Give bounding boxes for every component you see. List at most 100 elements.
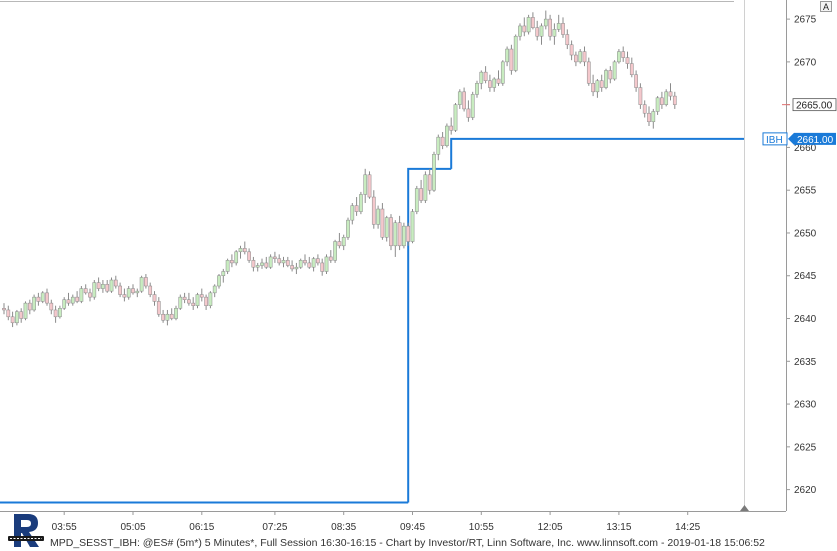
- candle: [66, 292, 71, 306]
- candle-body: [311, 258, 316, 268]
- candle: [307, 256, 312, 269]
- candle-body: [664, 91, 669, 105]
- candle-body: [303, 260, 307, 264]
- ibh-label-box: [762, 132, 788, 146]
- candle: [268, 254, 273, 269]
- candle-body: [212, 285, 217, 294]
- candle: [500, 60, 505, 86]
- candle: [440, 132, 445, 150]
- candle-body: [45, 292, 49, 304]
- candle: [483, 66, 488, 84]
- candle-body: [75, 296, 79, 302]
- x-tick-label: 03:55: [52, 522, 77, 533]
- candle: [255, 262, 260, 272]
- candle-body: [32, 296, 36, 311]
- candle: [488, 74, 492, 92]
- candle: [251, 256, 256, 272]
- y-tick-label: 2650: [794, 228, 817, 239]
- x-tick-label: 10:55: [469, 522, 494, 533]
- candle-body: [668, 91, 673, 97]
- candle: [591, 74, 595, 97]
- candle-body: [565, 34, 570, 46]
- candle-body: [2, 308, 6, 311]
- candle-body: [328, 256, 333, 261]
- candle-body: [380, 208, 385, 238]
- candle-body: [101, 284, 105, 289]
- y-axis[interactable]: 2620262526302635264026452650265526602665…: [786, 0, 817, 511]
- candle: [204, 294, 208, 310]
- candle-body: [552, 29, 557, 37]
- candle: [423, 171, 428, 204]
- candle: [178, 294, 183, 310]
- candle: [10, 311, 15, 328]
- y-tick-label: 2675: [794, 15, 817, 26]
- candle-body: [612, 61, 617, 80]
- candle: [539, 23, 544, 45]
- candle: [234, 250, 239, 266]
- candle: [113, 275, 118, 289]
- candle: [410, 209, 415, 244]
- candle: [187, 292, 191, 306]
- candle: [281, 256, 286, 268]
- candle: [27, 299, 32, 315]
- candle-body: [268, 256, 273, 268]
- candle-body: [182, 296, 187, 300]
- y-tick-label: 2640: [794, 314, 817, 325]
- auto-scale-button[interactable]: A: [820, 1, 832, 12]
- candle: [350, 203, 355, 225]
- ibh-price-tag-box: [788, 132, 836, 145]
- candle-body: [449, 125, 454, 131]
- candle-body: [479, 71, 484, 84]
- candle: [513, 34, 518, 73]
- candle: [595, 78, 600, 98]
- candle-body: [165, 313, 170, 321]
- candle: [496, 70, 501, 86]
- price-tags: 2665.00 IBH 2661.00: [762, 98, 837, 146]
- candle-body: [629, 63, 634, 75]
- chart-footer-caption: MPD_SESST_IBH: @ES# (5m*) 5 Minutes*, Fu…: [50, 537, 765, 549]
- candle-body: [595, 80, 600, 93]
- candle: [96, 277, 101, 292]
- candle-body: [621, 51, 626, 58]
- y-tick-label: 2635: [794, 357, 817, 368]
- candle-body: [191, 302, 196, 306]
- candle-body: [574, 54, 578, 63]
- y-tick-label: 2620: [794, 485, 817, 496]
- candle-body: [92, 282, 97, 298]
- candle-body: [591, 83, 595, 93]
- candle-body: [359, 194, 363, 212]
- candle: [118, 282, 122, 298]
- candle-body: [298, 260, 303, 268]
- candle-body: [389, 217, 393, 247]
- candle: [397, 215, 402, 251]
- candle-body: [445, 125, 449, 146]
- candle-body: [15, 311, 19, 324]
- x-tick-label: 14:25: [675, 522, 700, 533]
- candle: [135, 288, 140, 298]
- candle: [457, 89, 462, 109]
- candle-body: [58, 308, 62, 318]
- candle-body: [148, 285, 153, 295]
- candle-body: [492, 78, 497, 88]
- candle-body: [457, 91, 462, 105]
- candle: [88, 288, 92, 302]
- candle: [45, 288, 49, 306]
- candle: [531, 12, 535, 30]
- candle: [126, 286, 131, 300]
- candle-body: [66, 299, 71, 304]
- candle: [109, 277, 114, 293]
- candle-body: [294, 266, 299, 270]
- x-axis[interactable]: 03:55 05:05 06:15 07:25 08:35 09:45 10:55 12:05…: [0, 511, 786, 533]
- candle: [40, 291, 45, 304]
- y-tick-label: 2645: [794, 271, 817, 282]
- candle: [629, 57, 634, 78]
- candle-body: [660, 97, 664, 105]
- candle: [371, 190, 376, 229]
- candle: [672, 91, 677, 109]
- candle: [518, 23, 522, 41]
- candle: [569, 40, 574, 61]
- candle: [668, 83, 673, 101]
- candle: [475, 80, 479, 98]
- candle-body: [260, 262, 264, 266]
